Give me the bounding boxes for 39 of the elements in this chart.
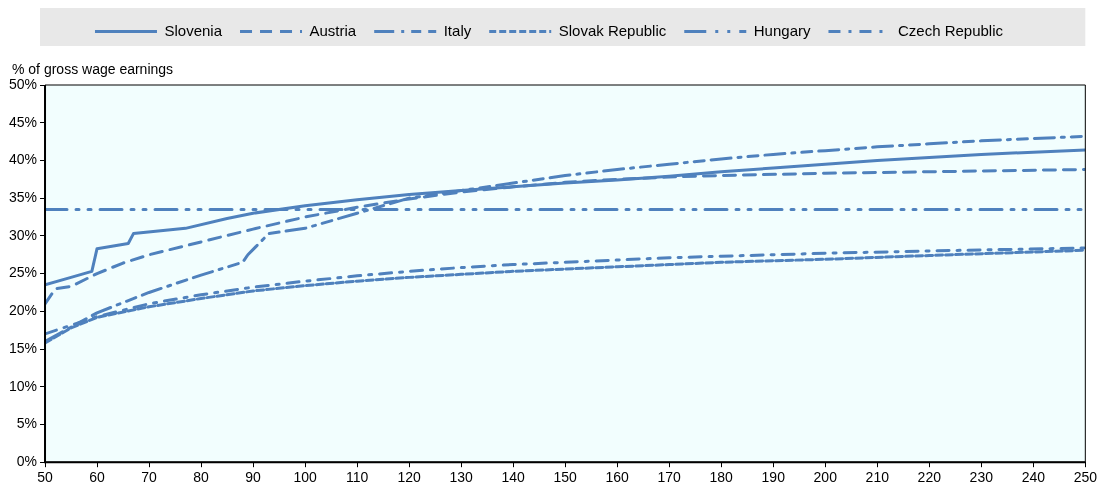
x-tick-label: 100 [293, 469, 317, 486]
x-tick-label: 190 [761, 469, 786, 486]
x-tick-label: 170 [657, 469, 682, 486]
x-tick-label: 130 [449, 469, 474, 486]
y-tick-label: 40% [8, 151, 38, 168]
x-tick-label: 150 [553, 469, 578, 486]
legend-label: Slovak Republic [558, 21, 667, 39]
y-tick-label: 0% [16, 453, 38, 470]
x-tick-label: 70 [141, 469, 158, 486]
y-tick-label: 25% [8, 264, 38, 281]
x-tick-label: 160 [605, 469, 630, 486]
x-tick-label: 120 [397, 469, 422, 486]
legend-label: Italy [443, 21, 472, 39]
x-tick-label: 90 [245, 469, 262, 486]
legend-label: Austria [309, 21, 357, 39]
x-tick-label: 200 [813, 469, 838, 486]
y-tick-label: 35% [8, 189, 38, 206]
y-tick-label: 50% [8, 75, 38, 92]
x-tick-label: 230 [969, 469, 994, 486]
y-axis-title: % of gross wage earnings [12, 60, 174, 77]
x-tick-label: 80 [193, 469, 210, 486]
y-tick-label: 10% [8, 377, 38, 394]
legend-label: Czech Republic [897, 21, 1004, 39]
x-tick-label: 110 [345, 469, 369, 486]
x-tick-label: 250 [1073, 469, 1098, 486]
y-tick-label: 20% [8, 302, 38, 319]
y-tick-label: 5% [16, 415, 38, 432]
x-tick-label: 60 [89, 469, 106, 486]
x-tick-label: 220 [917, 469, 942, 486]
y-tick-label: 30% [8, 226, 38, 243]
x-tick-label: 240 [1021, 469, 1046, 486]
legend-label: Slovenia [164, 21, 223, 39]
x-tick-label: 180 [709, 469, 734, 486]
x-tick-label: 210 [865, 469, 890, 486]
legend-label: Hungary [753, 21, 811, 39]
y-tick-label: 45% [8, 113, 38, 130]
x-tick-label: 50 [37, 469, 54, 486]
x-tick-label: 140 [501, 469, 526, 486]
y-tick-label: 15% [8, 339, 38, 356]
